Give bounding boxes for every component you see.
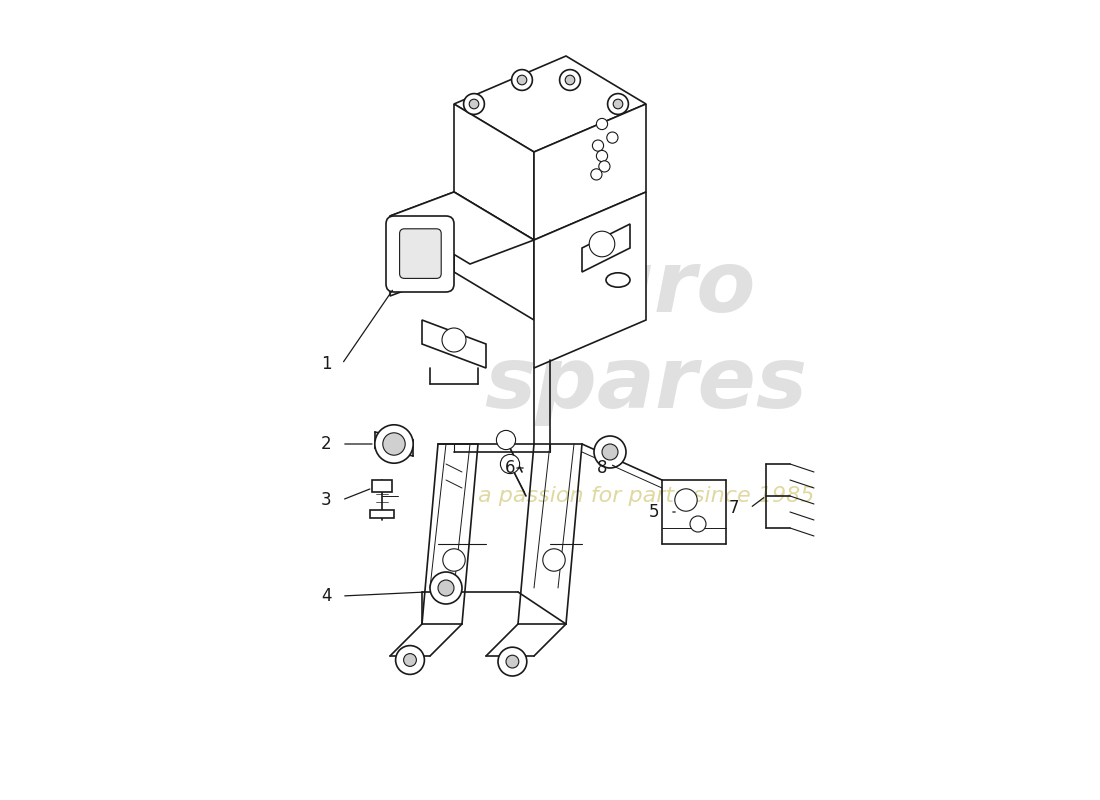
Circle shape bbox=[565, 75, 575, 85]
Circle shape bbox=[506, 655, 519, 668]
Circle shape bbox=[613, 99, 623, 109]
Circle shape bbox=[517, 75, 527, 85]
Polygon shape bbox=[370, 510, 394, 518]
Circle shape bbox=[438, 580, 454, 596]
Polygon shape bbox=[534, 104, 646, 240]
Text: euro
spares: euro spares bbox=[484, 246, 807, 426]
Circle shape bbox=[674, 489, 697, 511]
Circle shape bbox=[443, 549, 465, 571]
Polygon shape bbox=[454, 104, 534, 240]
Circle shape bbox=[470, 99, 478, 109]
Circle shape bbox=[396, 646, 425, 674]
Text: 5: 5 bbox=[649, 503, 659, 521]
Circle shape bbox=[596, 118, 607, 130]
Polygon shape bbox=[534, 192, 646, 368]
Circle shape bbox=[512, 70, 532, 90]
Polygon shape bbox=[454, 192, 534, 320]
Ellipse shape bbox=[606, 273, 630, 287]
FancyBboxPatch shape bbox=[386, 216, 454, 292]
FancyBboxPatch shape bbox=[399, 229, 441, 278]
Text: a passion for parts since 1985: a passion for parts since 1985 bbox=[477, 486, 814, 506]
Circle shape bbox=[607, 132, 618, 143]
Polygon shape bbox=[582, 224, 630, 272]
Circle shape bbox=[602, 444, 618, 460]
Circle shape bbox=[590, 231, 615, 257]
Polygon shape bbox=[390, 192, 534, 264]
Circle shape bbox=[560, 70, 581, 90]
Polygon shape bbox=[454, 56, 646, 152]
Text: 6: 6 bbox=[505, 459, 515, 477]
Circle shape bbox=[498, 647, 527, 676]
Text: 1: 1 bbox=[321, 355, 331, 373]
Circle shape bbox=[596, 150, 607, 162]
Polygon shape bbox=[390, 192, 454, 296]
Circle shape bbox=[593, 140, 604, 151]
Circle shape bbox=[500, 454, 519, 474]
Circle shape bbox=[594, 436, 626, 468]
Polygon shape bbox=[422, 320, 486, 368]
Circle shape bbox=[430, 572, 462, 604]
Circle shape bbox=[598, 161, 611, 172]
Polygon shape bbox=[373, 480, 392, 492]
Text: 2: 2 bbox=[321, 435, 331, 453]
Text: 8: 8 bbox=[596, 459, 607, 477]
Circle shape bbox=[591, 169, 602, 180]
Text: 4: 4 bbox=[321, 587, 331, 605]
Circle shape bbox=[375, 425, 414, 463]
Circle shape bbox=[383, 433, 405, 455]
Circle shape bbox=[690, 516, 706, 532]
Circle shape bbox=[404, 654, 417, 666]
Circle shape bbox=[463, 94, 484, 114]
Text: 3: 3 bbox=[321, 491, 331, 509]
Circle shape bbox=[542, 549, 565, 571]
Circle shape bbox=[442, 328, 466, 352]
Text: 7: 7 bbox=[728, 499, 739, 517]
Circle shape bbox=[496, 430, 516, 450]
Circle shape bbox=[607, 94, 628, 114]
